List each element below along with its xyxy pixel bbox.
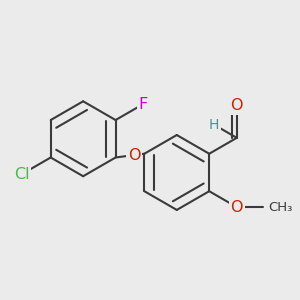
Text: CH₃: CH₃ — [268, 201, 293, 214]
Text: F: F — [139, 97, 148, 112]
Text: Cl: Cl — [14, 167, 29, 182]
Text: O: O — [230, 200, 243, 214]
Text: O: O — [128, 148, 140, 163]
Text: H: H — [209, 118, 219, 132]
Text: O: O — [230, 98, 243, 113]
